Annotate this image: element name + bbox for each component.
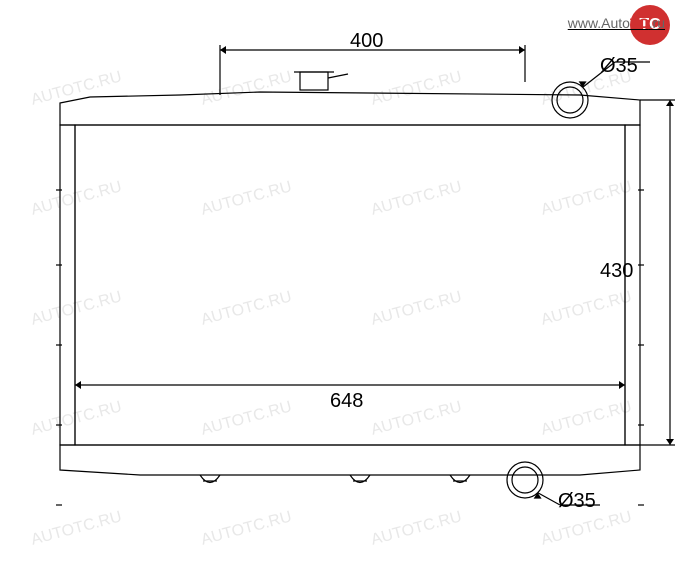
- dim-port-bot: Ø35: [558, 490, 596, 513]
- dim-port-top: Ø35: [600, 55, 638, 78]
- dim-width-inner: 648: [330, 390, 363, 413]
- url-part-ru: .ru: [649, 15, 665, 31]
- radiator-diagram: [0, 0, 700, 565]
- dim-height: 430: [600, 260, 633, 283]
- url-part-tc: TC: [630, 15, 649, 31]
- url-part-auto: Auto: [601, 15, 630, 31]
- url-part-www: www.: [568, 15, 601, 31]
- dim-width-top: 400: [350, 30, 383, 53]
- source-url[interactable]: www.AutoTC.ru: [568, 15, 665, 31]
